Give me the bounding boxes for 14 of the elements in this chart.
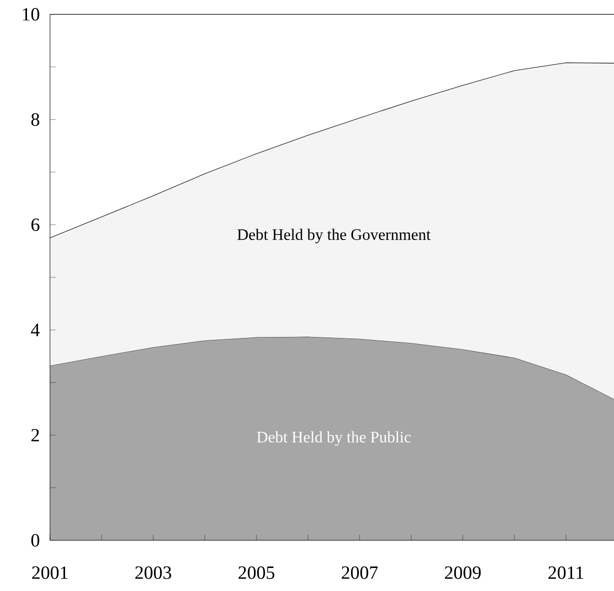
x-tick-label: 2009 <box>444 566 481 579</box>
y-tick-label: 4 <box>30 324 40 336</box>
x-tick-label: 2007 <box>342 566 378 579</box>
series-label: Debt Held by the Government <box>237 228 431 244</box>
y-tick-label: 8 <box>31 113 40 126</box>
x-tick-label: 2005 <box>238 566 274 579</box>
y-tick-label: 6 <box>31 218 40 231</box>
x-tick-label: 2003 <box>135 566 172 579</box>
y-tick-label: 10 <box>22 8 40 21</box>
y-tick-label: 2 <box>31 428 39 442</box>
x-tick-label: 2001 <box>32 566 68 579</box>
y-tick-label: 0 <box>31 534 40 547</box>
x-tick-label: 2011 <box>548 566 584 579</box>
series-label: Debt Held by the Public <box>256 431 411 446</box>
